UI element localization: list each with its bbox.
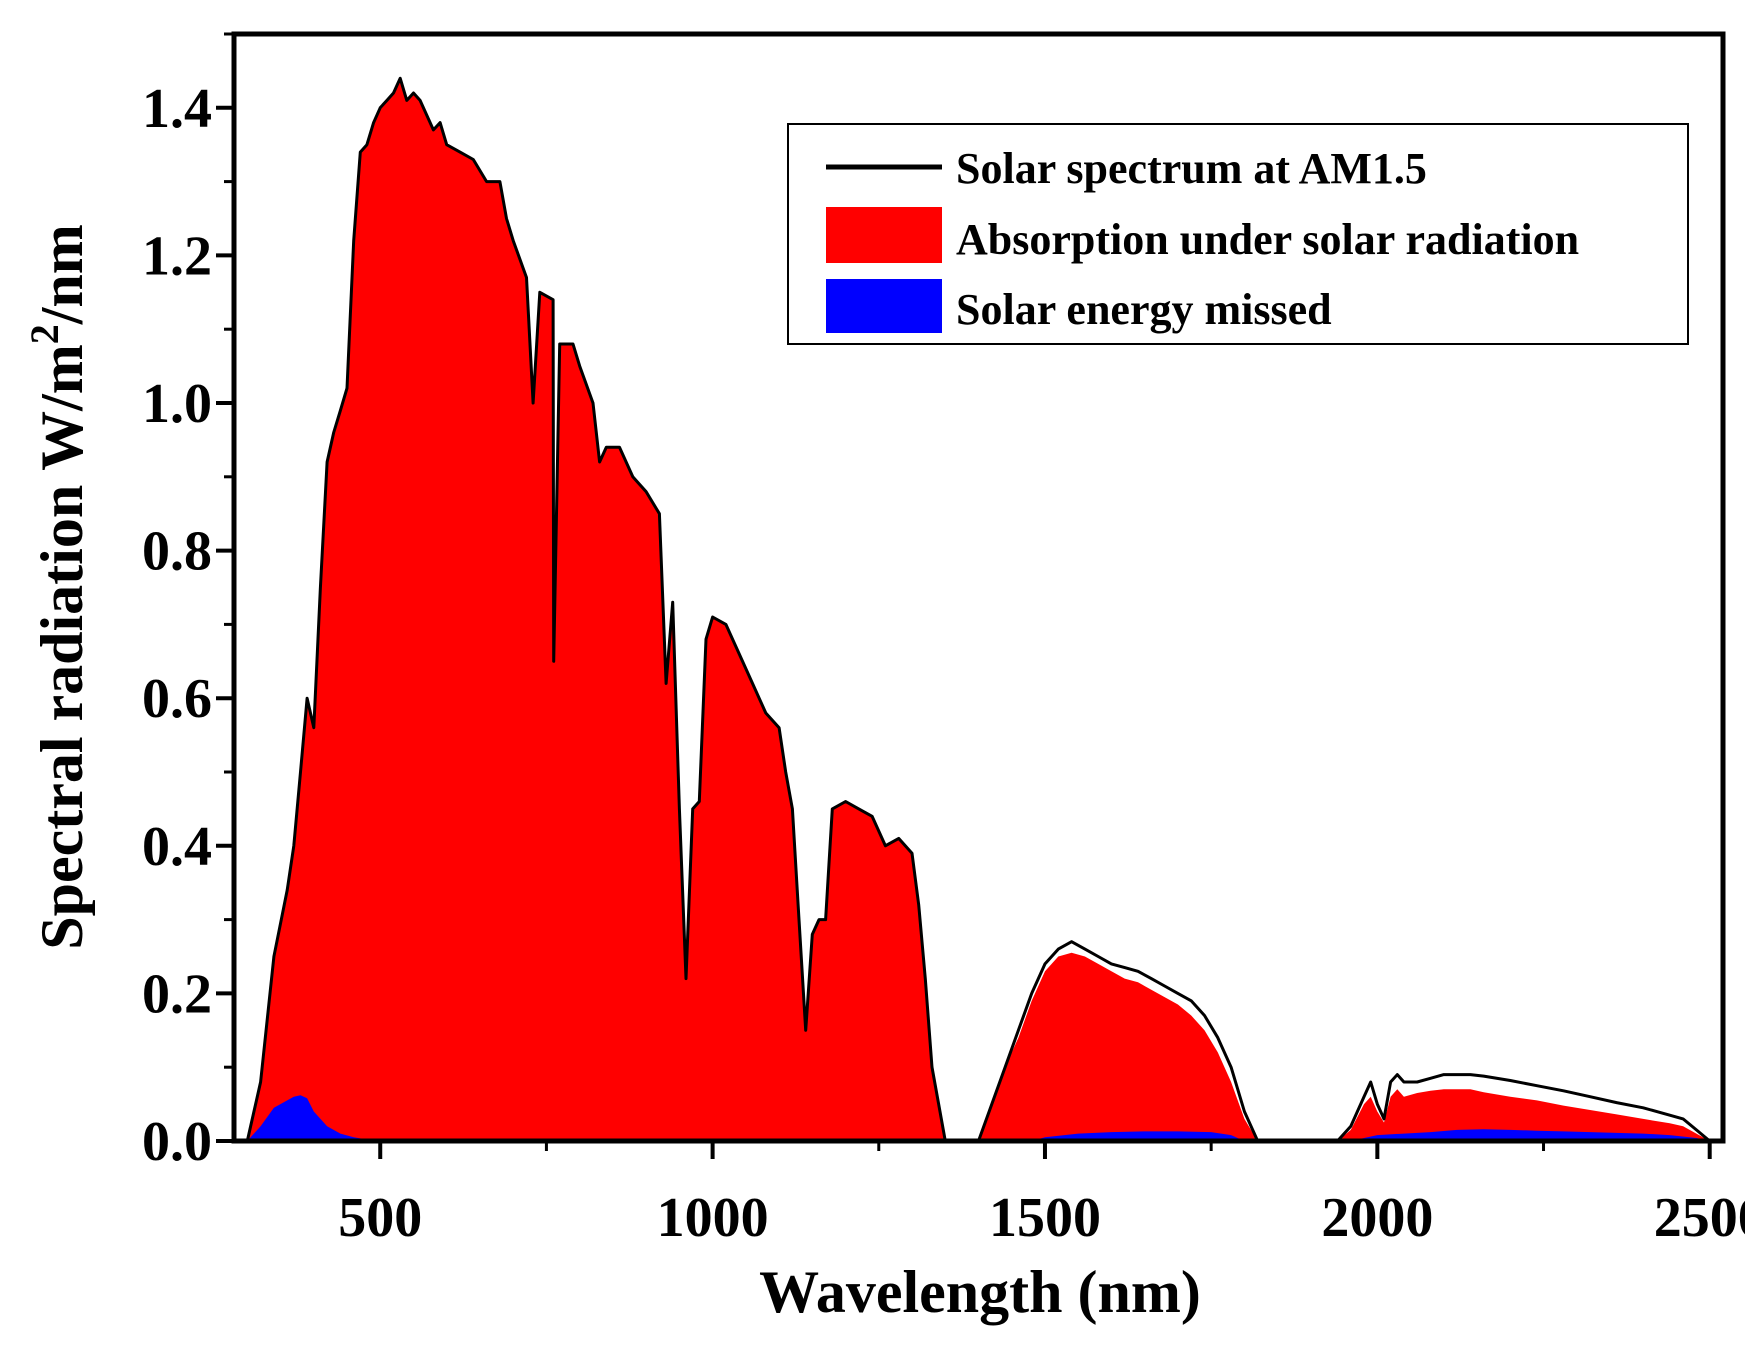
plot-frame (231, 31, 1726, 1144)
legend-swatch-missed (826, 279, 942, 333)
series-area-solar-energy-missed (247, 1095, 1710, 1141)
y-axis-title-superscript: 2 (22, 324, 67, 344)
y-axis-title: Spectral radiation W/m2/nm (22, 224, 95, 950)
legend-label-missed: Solar energy missed (956, 285, 1332, 334)
y-tick-label: 1.0 (142, 373, 212, 435)
y-tick-label: 0.0 (142, 1111, 212, 1173)
legend: Solar spectrum at AM1.5 Absorption under… (787, 123, 1689, 345)
y-tick-label: 1.2 (142, 225, 212, 287)
legend-label-absorption: Absorption under solar radiation (956, 215, 1579, 264)
series-line-solar-spectrum-at-am1-5 (245, 76, 1711, 1143)
x-tick-label: 500 (338, 1187, 422, 1249)
x-tick-label: 1500 (989, 1187, 1101, 1249)
y-tick-label: 0.2 (142, 963, 212, 1025)
y-axis-title-main: Spectral radiation W/m (29, 344, 95, 950)
legend-swatch-absorption (826, 207, 942, 263)
y-tick-label: 0.4 (142, 816, 212, 878)
series-area-absorption-under-solar-radiation (247, 78, 1710, 1141)
x-axis-title: Wavelength (nm) (759, 1259, 1201, 1325)
x-tick-label: 1000 (657, 1187, 769, 1249)
series-layer (245, 76, 1711, 1143)
legend-label-solar-spectrum: Solar spectrum at AM1.5 (956, 144, 1427, 193)
y-axis-title-tail: /nm (29, 224, 95, 325)
x-tick-label: 2000 (1321, 1187, 1433, 1249)
y-tick-label: 0.8 (142, 521, 212, 583)
y-tick-label: 1.4 (142, 78, 212, 140)
y-axis-ticks: 0.0 0.2 0.4 0.6 0.8 1.0 1.2 1.4 (142, 32, 234, 1173)
y-tick-label: 0.6 (142, 668, 212, 730)
